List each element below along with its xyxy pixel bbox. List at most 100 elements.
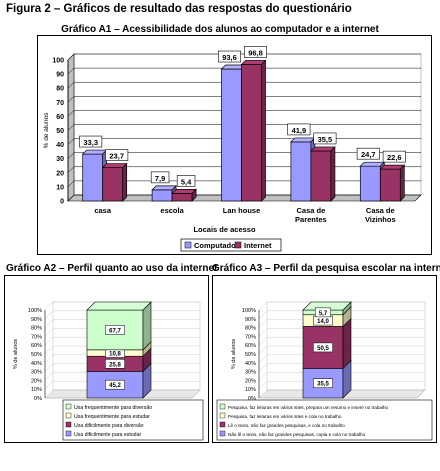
chart-a2-frame: 0% 10% 20% 30% 40% 50% 60% 70% 80% 90% 100% % de al… xyxy=(4,275,209,443)
a3-data-label: 35,5 xyxy=(317,382,329,388)
a2-data-label-box xyxy=(105,359,125,369)
a3-data-label-box xyxy=(313,342,333,353)
a2-legend-swatch xyxy=(65,430,72,437)
a1-x-tick-label: Lan house xyxy=(223,206,261,215)
a3-data-label-box xyxy=(313,378,333,388)
a2-data-label: 25,8 xyxy=(109,362,121,368)
a1-legend xyxy=(180,238,282,252)
a3-gridline xyxy=(258,363,425,372)
a1-gridline xyxy=(67,110,421,117)
a1-y-tick-label: 50 xyxy=(56,128,64,135)
a1-data-label: 5,4 xyxy=(181,177,192,186)
a3-legend-label: Pesquisa, faz leituras em vários sites e… xyxy=(228,414,342,419)
a2-y-tick-label: 40% xyxy=(31,361,42,367)
a2-y-tick-label: 70% xyxy=(31,334,42,340)
a1-data-label-box xyxy=(79,135,103,148)
a1-data-label: 24,7 xyxy=(361,150,376,159)
a1-data-label: 96,8 xyxy=(248,49,263,58)
a2-y-tick-label: 20% xyxy=(31,378,42,384)
a1-bar-internet xyxy=(241,64,262,202)
a1-y-tick-label: 80 xyxy=(56,86,64,93)
a1-x-axis-title: Locais de acesso xyxy=(193,225,256,234)
a1-bar-computador xyxy=(290,141,312,202)
a2-y-axis-title: % de alunos xyxy=(13,339,19,370)
a3-data-label: 50,5 xyxy=(317,346,329,352)
a3-gridline xyxy=(258,301,425,311)
figure-title: Figura 2 – Gráficos de resultado das res… xyxy=(6,3,352,15)
a1-x-tick-label: Casa de xyxy=(366,206,395,215)
a1-data-label-box xyxy=(382,150,406,163)
a1-legend-swatch xyxy=(234,241,242,249)
a2-data-label: 10,8 xyxy=(109,352,121,358)
a2-data-label: 67,7 xyxy=(109,328,121,334)
a1-gridline xyxy=(67,96,421,103)
a3-y-tick-label: 20% xyxy=(245,378,256,384)
a1-x-tick-label: casa xyxy=(94,206,112,215)
a1-data-label-box xyxy=(150,171,170,184)
a3-y-tick-label: 80% xyxy=(245,326,256,332)
a1-y-tick-label: 70 xyxy=(56,100,64,107)
a3-legend-swatch xyxy=(219,430,226,437)
chart-a1-frame: 0 10 20 30 40 50 60 70 80 90 100 % de alunos 33,3 23,… xyxy=(37,35,432,255)
chart-a3-frame: 0% 10% 20% 30% 40% 50% 60% 70% 80% 90% 100% % de al… xyxy=(212,275,437,443)
a2-data-label-box xyxy=(105,325,125,335)
a1-bar-internet-side xyxy=(122,162,128,202)
a2-data-label-box xyxy=(105,379,125,390)
a1-x-tick-label: escola xyxy=(160,206,184,215)
a1-bar-internet xyxy=(310,150,332,202)
a1-bar-computador xyxy=(221,68,242,202)
a1-y-tick-label: 30 xyxy=(56,156,64,163)
chart-a2-title: Gráfico A2 – Perfil quanto ao uso da int… xyxy=(6,263,218,274)
a1-data-label-box xyxy=(287,123,311,136)
a2-y-tick-label: 60% xyxy=(31,343,42,349)
a1-y-tick-label: 0 xyxy=(60,199,64,206)
a1-x-tick-label: Casa de xyxy=(297,206,326,215)
a1-bar-internet-side xyxy=(261,59,266,202)
a3-legend-swatch xyxy=(219,403,226,410)
a2-y-tick-label: 0% xyxy=(34,396,42,402)
a2-legend-swatch xyxy=(65,412,72,419)
a1-y-tick-label: 40 xyxy=(56,142,64,149)
a2-y-tick-label: 100% xyxy=(28,308,42,314)
a1-bar-internet xyxy=(379,168,401,202)
a1-y-axis-title: % de alunos xyxy=(43,112,50,149)
a3-data-label-box xyxy=(315,307,331,318)
a3-legend-swatch xyxy=(219,412,226,419)
a1-data-label: 23,7 xyxy=(109,152,124,161)
a1-data-label: 93,6 xyxy=(222,53,237,62)
a2-data-label: 45,2 xyxy=(109,383,121,389)
a1-data-label-box xyxy=(105,149,129,161)
a3-y-axis-title: % de alunos xyxy=(231,339,237,370)
a1-bar-internet-side xyxy=(399,164,405,202)
a3-y-tick-label: 60% xyxy=(245,343,256,349)
a1-data-label: 22,6 xyxy=(387,153,402,162)
chart-a2-plot: 0% 10% 20% 30% 40% 50% 60% 70% 80% 90% 100% % de al… xyxy=(13,301,204,441)
a3-gridline xyxy=(258,328,425,337)
a2-y-tick-label: 80% xyxy=(31,326,42,332)
a3-gridline xyxy=(258,310,425,319)
a2-legend-swatch xyxy=(65,403,72,410)
a1-legend-swatch xyxy=(184,241,192,249)
a2-legend-label: Usa dificilmente para diversão xyxy=(74,423,144,429)
a3-y-tick-label: 100% xyxy=(242,308,256,314)
a1-bar-internet-side xyxy=(191,188,197,202)
a2-legend-label: Usa frequentimente para diversão xyxy=(74,405,152,411)
a1-bar-internet-side xyxy=(330,146,336,202)
a3-legend-label: Pesquisa, faz leituras em vários sites, … xyxy=(228,405,389,410)
a3-gridline xyxy=(258,372,425,381)
a3-y-tick-label: 30% xyxy=(245,370,256,376)
a1-bar-computador xyxy=(151,189,173,202)
a1-y-tick-label: 60 xyxy=(56,114,64,121)
a1-bar-computador xyxy=(82,153,104,202)
a3-legend xyxy=(216,399,433,441)
chart-a3-title: Gráfico A3 – Perfil da pesquisa escolar … xyxy=(212,263,440,274)
a2-y-tick-label: 90% xyxy=(31,317,42,323)
a2-legend xyxy=(62,399,204,441)
a1-data-label-box xyxy=(176,175,196,187)
a1-x-tick-label: Vizinhos xyxy=(365,215,396,224)
a1-legend-label: Internet xyxy=(244,241,272,250)
a1-data-label-box xyxy=(313,132,337,145)
a3-y-tick-label: 90% xyxy=(245,317,256,323)
a3-gridline xyxy=(258,319,425,328)
a2-segment-top xyxy=(86,301,152,311)
